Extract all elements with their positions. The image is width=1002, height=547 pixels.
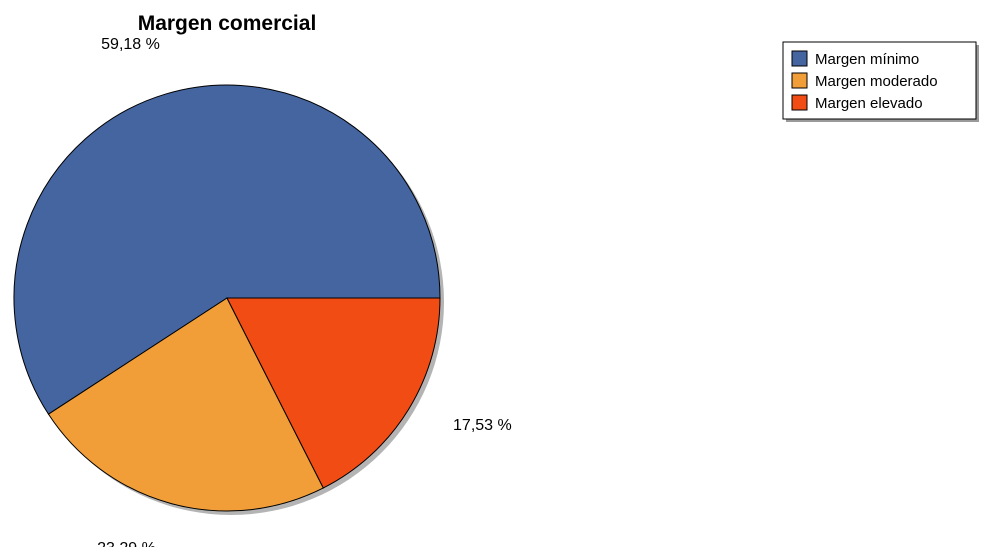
legend-swatch bbox=[791, 94, 808, 111]
legend-label: Margen moderado bbox=[815, 73, 938, 90]
pie-slice-label: 59,18 % bbox=[101, 36, 160, 53]
pie-slice bbox=[226, 297, 441, 489]
legend: Margen mínimo Margen moderado Margen eleva… bbox=[782, 41, 979, 122]
legend-box bbox=[782, 41, 977, 120]
pie-slice-label: 17,53 % bbox=[453, 417, 512, 434]
legend-label: Margen elevado bbox=[815, 95, 923, 112]
pie-slices bbox=[13, 84, 441, 512]
legend-swatch bbox=[791, 72, 808, 89]
pie-slice-label: 23,29 % bbox=[97, 540, 156, 547]
pie-labels: 59,18 % 23,29 % 17,53 % bbox=[97, 36, 512, 547]
chart-title: Margen comercial bbox=[138, 12, 317, 35]
legend-swatch bbox=[791, 50, 808, 67]
legend-items: Margen mínimo Margen moderado Margen eleva… bbox=[791, 50, 938, 112]
pie-slice bbox=[13, 84, 441, 415]
legend-label: Margen mínimo bbox=[815, 51, 919, 68]
pie-slice bbox=[47, 297, 325, 512]
